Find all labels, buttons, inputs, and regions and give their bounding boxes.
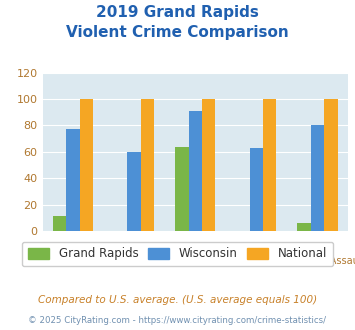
Bar bbox=[297, 223, 311, 231]
Text: Murder & Mans...: Murder & Mans... bbox=[92, 242, 176, 252]
Bar bbox=[324, 99, 338, 231]
Bar bbox=[127, 152, 141, 231]
Bar bbox=[175, 147, 189, 231]
Text: All Violent Crime: All Violent Crime bbox=[33, 256, 114, 266]
Text: 2019 Grand Rapids: 2019 Grand Rapids bbox=[96, 5, 259, 20]
Bar bbox=[202, 99, 215, 231]
Text: Violent Crime Comparison: Violent Crime Comparison bbox=[66, 25, 289, 40]
Bar bbox=[53, 216, 66, 231]
Legend: Grand Rapids, Wisconsin, National: Grand Rapids, Wisconsin, National bbox=[22, 242, 333, 266]
Bar bbox=[66, 129, 80, 231]
Bar bbox=[250, 148, 263, 231]
Text: Rape: Rape bbox=[183, 256, 208, 266]
Text: © 2025 CityRating.com - https://www.cityrating.com/crime-statistics/: © 2025 CityRating.com - https://www.city… bbox=[28, 316, 327, 325]
Text: Aggravated Assault: Aggravated Assault bbox=[269, 256, 355, 266]
Bar bbox=[80, 99, 93, 231]
Bar bbox=[263, 99, 277, 231]
Bar bbox=[141, 99, 154, 231]
Text: Robbery: Robbery bbox=[236, 242, 277, 252]
Bar bbox=[311, 125, 324, 231]
Bar bbox=[189, 111, 202, 231]
Text: Compared to U.S. average. (U.S. average equals 100): Compared to U.S. average. (U.S. average … bbox=[38, 295, 317, 305]
